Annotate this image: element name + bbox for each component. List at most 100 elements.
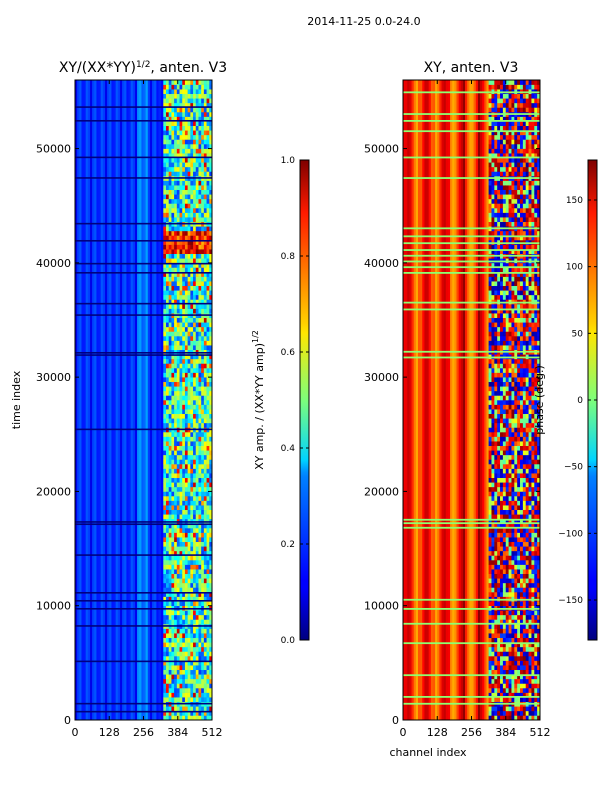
amplitude-cell <box>168 281 172 287</box>
amplitude-cell <box>176 710 180 716</box>
amplitude-cell <box>163 601 167 607</box>
phase-cell <box>497 610 501 616</box>
phase-cell <box>502 436 507 442</box>
phase-cell <box>497 710 501 716</box>
phase-cell <box>511 358 515 364</box>
phase-cell <box>500 656 504 661</box>
phase-cell <box>505 441 509 447</box>
phase-cell <box>508 518 512 524</box>
phase-cell <box>520 473 524 479</box>
phase-cell <box>505 614 509 620</box>
amplitude-stripe <box>126 80 129 720</box>
amplitude-cell <box>206 555 210 561</box>
amplitude-cell <box>209 262 212 268</box>
amplitude-cell <box>206 358 210 364</box>
amplitude-cell <box>195 628 199 634</box>
phase-cell <box>488 166 492 172</box>
phase-cell <box>505 610 509 616</box>
amplitude-cell <box>190 441 194 447</box>
amplitude-cell <box>187 422 191 428</box>
phase-cell <box>520 267 524 273</box>
amplitude-cell <box>171 354 175 360</box>
amplitude-cell <box>195 710 199 716</box>
phase-cell <box>528 560 532 565</box>
amplitude-cell <box>193 692 197 698</box>
phase-cell <box>497 537 501 543</box>
phase-cell <box>522 235 527 241</box>
amplitude-cell <box>198 592 202 597</box>
phase-cell <box>508 244 512 250</box>
phase-cell <box>525 326 529 332</box>
amplitude-cell <box>206 180 210 186</box>
amplitude-cell <box>168 596 172 602</box>
amplitude-cell <box>198 569 202 575</box>
phase-cell <box>528 564 532 570</box>
amplitude-cell <box>176 157 180 163</box>
amplitude-cell <box>176 688 180 693</box>
amplitude-cell <box>176 198 180 204</box>
amplitude-cell <box>193 404 197 410</box>
amplitude-cell <box>166 587 170 593</box>
phase-cell <box>520 422 524 428</box>
phase-cell <box>500 281 504 287</box>
phase-cell <box>517 198 521 204</box>
amplitude-cell <box>184 386 188 392</box>
amplitude-cell <box>206 422 210 428</box>
phase-cell <box>522 217 527 223</box>
amplitude-cell <box>198 601 202 607</box>
amplitude-cell <box>166 372 170 378</box>
amplitude-cell <box>179 710 183 716</box>
phase-cell <box>520 678 524 684</box>
amplitude-cell <box>179 80 183 85</box>
phase-cell <box>525 710 529 716</box>
phase-cell <box>497 550 501 556</box>
amplitude-cell <box>190 272 194 277</box>
amplitude-cell <box>184 390 188 396</box>
phase-cell <box>531 505 535 511</box>
phase-cell <box>520 486 524 492</box>
amplitude-cell <box>174 441 178 447</box>
phase-cell <box>520 569 524 575</box>
phase-cell <box>508 84 512 90</box>
amplitude-cell <box>195 208 199 213</box>
amplitude-cell <box>203 267 207 273</box>
phase-cell <box>488 560 492 565</box>
phase-cell <box>488 409 492 415</box>
amplitude-cell <box>168 646 172 652</box>
amplitude-cell <box>190 235 194 241</box>
amplitude-cell <box>201 582 205 588</box>
amplitude-cell <box>163 692 167 698</box>
amplitude-cell <box>171 235 175 241</box>
phase-cell <box>528 445 532 451</box>
phase-cell <box>511 482 515 488</box>
phase-cell <box>531 477 535 483</box>
phase-cell <box>505 473 509 479</box>
amplitude-cell <box>179 596 183 602</box>
amplitude-cell <box>163 185 167 191</box>
amplitude-cell <box>163 244 167 250</box>
amplitude-cell <box>203 166 207 172</box>
phase-cell <box>497 276 501 282</box>
amplitude-cell <box>174 523 178 529</box>
phase-cell <box>488 281 492 287</box>
phase-cell <box>528 235 532 241</box>
amplitude-cell <box>163 281 167 287</box>
phase-cell <box>505 276 509 282</box>
amplitude-cell <box>203 509 207 515</box>
amplitude-cell <box>166 706 170 712</box>
amplitude-cell <box>166 317 170 323</box>
phase-cell <box>514 491 518 497</box>
amplitude-cell <box>174 445 178 451</box>
phase-cell <box>517 317 521 323</box>
amplitude-cell <box>163 445 167 451</box>
amplitude-cell <box>209 441 212 447</box>
amplitude-cell <box>168 93 172 99</box>
amplitude-cell <box>195 336 199 341</box>
phase-cell <box>534 422 538 428</box>
phase-cell <box>511 198 515 204</box>
amplitude-cell <box>179 171 183 177</box>
phase-cell <box>517 404 521 410</box>
amplitude-cell <box>190 244 194 250</box>
phase-cell <box>520 592 524 597</box>
phase-cell <box>497 505 501 511</box>
